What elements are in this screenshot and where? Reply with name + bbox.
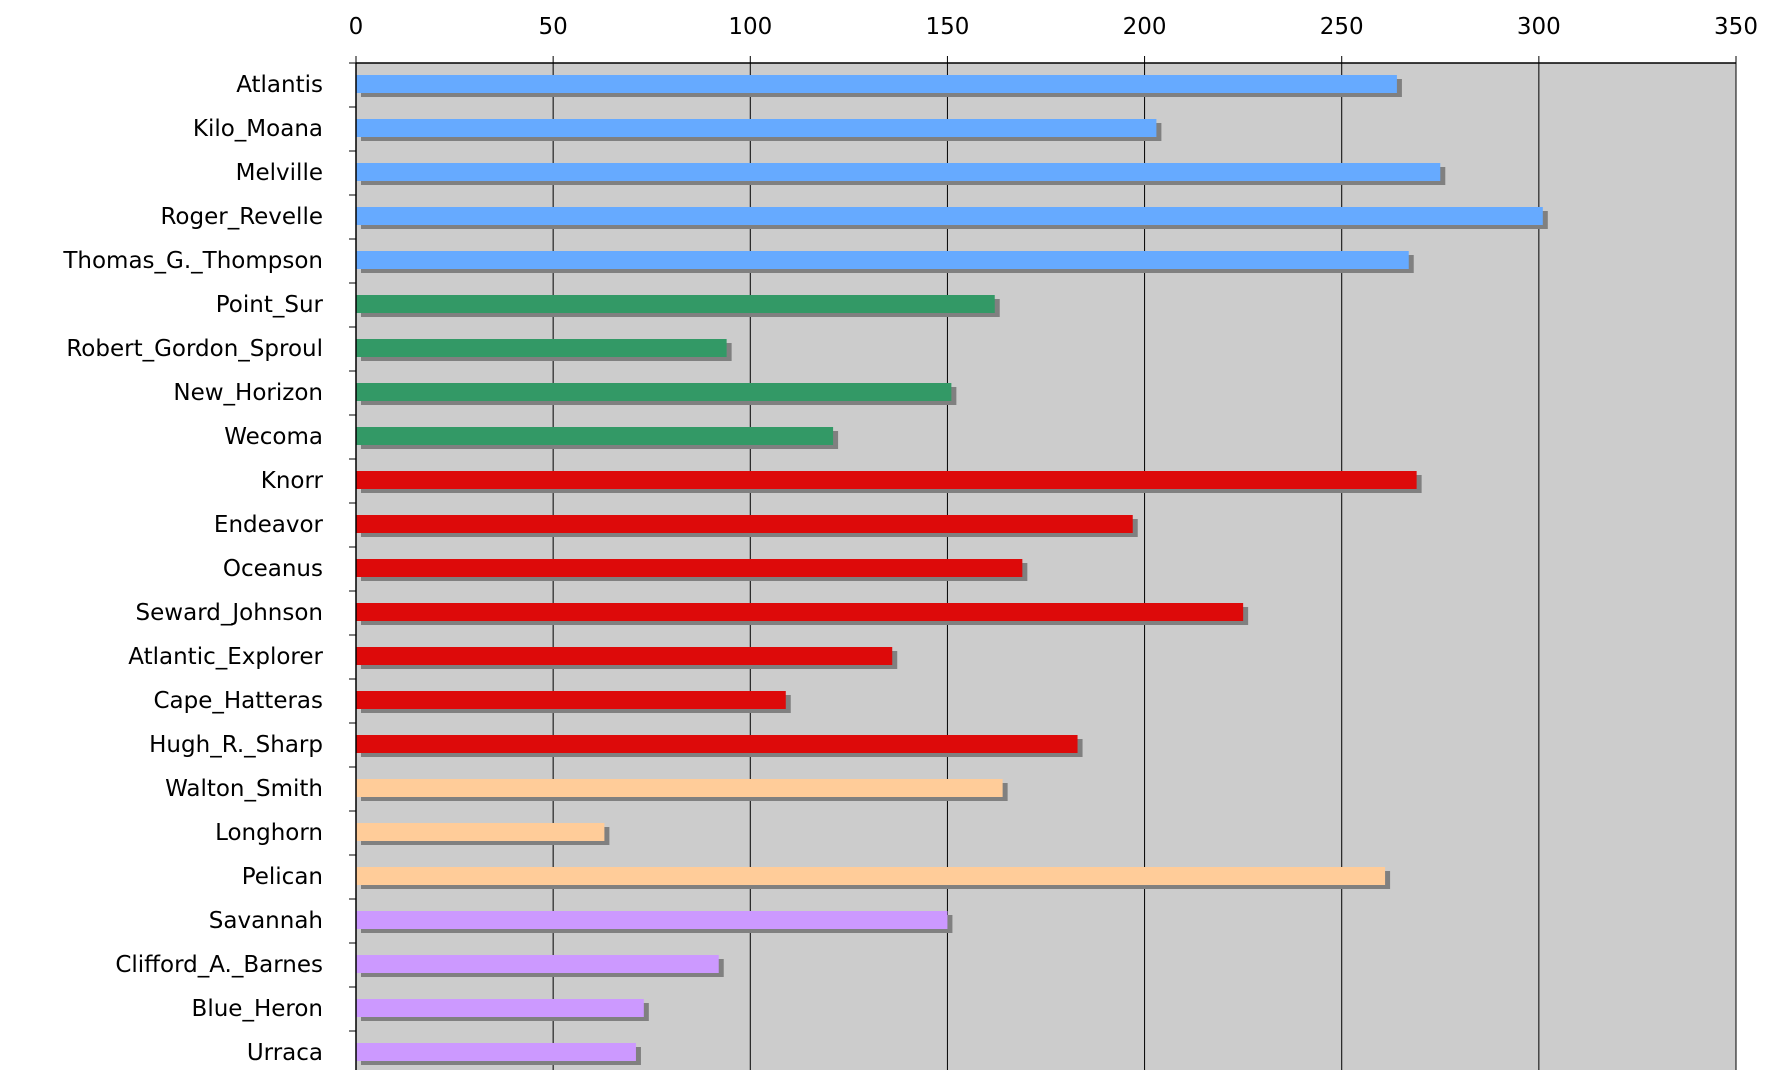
axes — [349, 62, 1736, 1070]
x-tick-label: 50 — [539, 14, 568, 40]
category-label: Urraca — [247, 1040, 323, 1066]
category-label: Hugh_R._Sharp — [149, 732, 323, 758]
bar — [356, 955, 719, 973]
category-label: Melville — [236, 160, 323, 186]
x-axis-ticks: 0 50 100 150 200 250 300 350 — [349, 14, 1758, 63]
x-tick-label: 250 — [1320, 14, 1364, 40]
bar — [356, 515, 1133, 533]
bar — [356, 999, 644, 1017]
bar — [356, 119, 1157, 137]
category-label: Walton_Smith — [165, 776, 323, 802]
category-label: Robert_Gordon_Sproul — [66, 336, 323, 362]
x-tick-label: 100 — [728, 14, 772, 40]
bar — [356, 603, 1244, 621]
bar — [356, 735, 1078, 753]
x-tick-label: 150 — [925, 14, 969, 40]
bar — [356, 207, 1543, 225]
category-label: Cape_Hatteras — [153, 688, 323, 714]
category-label: Endeavor — [214, 512, 324, 538]
bar — [356, 779, 1003, 797]
bar — [356, 691, 786, 709]
bar — [356, 339, 727, 357]
bars — [356, 75, 1548, 1065]
bar — [356, 471, 1417, 489]
x-tick-label: 300 — [1517, 14, 1561, 40]
category-label: Wecoma — [224, 424, 323, 450]
category-label: Kilo_Moana — [193, 116, 323, 142]
x-tick-label: 0 — [349, 14, 364, 40]
category-label: Blue_Heron — [192, 996, 323, 1022]
category-label: Roger_Revelle — [160, 204, 323, 230]
category-label: Savannah — [209, 908, 323, 934]
bar — [356, 75, 1397, 93]
x-tick-label: 350 — [1714, 14, 1758, 40]
bar — [356, 647, 893, 665]
category-label: Pelican — [242, 864, 323, 890]
category-label: Knorr — [261, 468, 324, 494]
bar — [356, 295, 995, 313]
y-axis-labels: Atlantis Kilo_Moana Melville Roger_Revelle T… — [62, 72, 323, 1066]
bar — [356, 383, 952, 401]
category-label: Oceanus — [223, 556, 323, 582]
category-label: New_Horizon — [173, 380, 323, 406]
category-label: Atlantic_Explorer — [128, 644, 323, 670]
category-label: Longhorn — [215, 820, 323, 846]
bar — [356, 427, 834, 445]
x-tick-label: 200 — [1123, 14, 1167, 40]
bar — [356, 559, 1023, 577]
category-label: Atlantis — [236, 72, 323, 98]
category-label: Point_Sur — [216, 292, 324, 318]
bar — [356, 867, 1386, 885]
bar — [356, 911, 948, 929]
bar — [356, 251, 1409, 269]
bar — [356, 823, 605, 841]
bar — [356, 163, 1441, 181]
category-label: Thomas_G._Thompson — [62, 248, 323, 274]
category-label: Clifford_A._Barnes — [115, 952, 323, 978]
category-label: Seward_Johnson — [136, 600, 323, 626]
bar — [356, 1043, 636, 1061]
